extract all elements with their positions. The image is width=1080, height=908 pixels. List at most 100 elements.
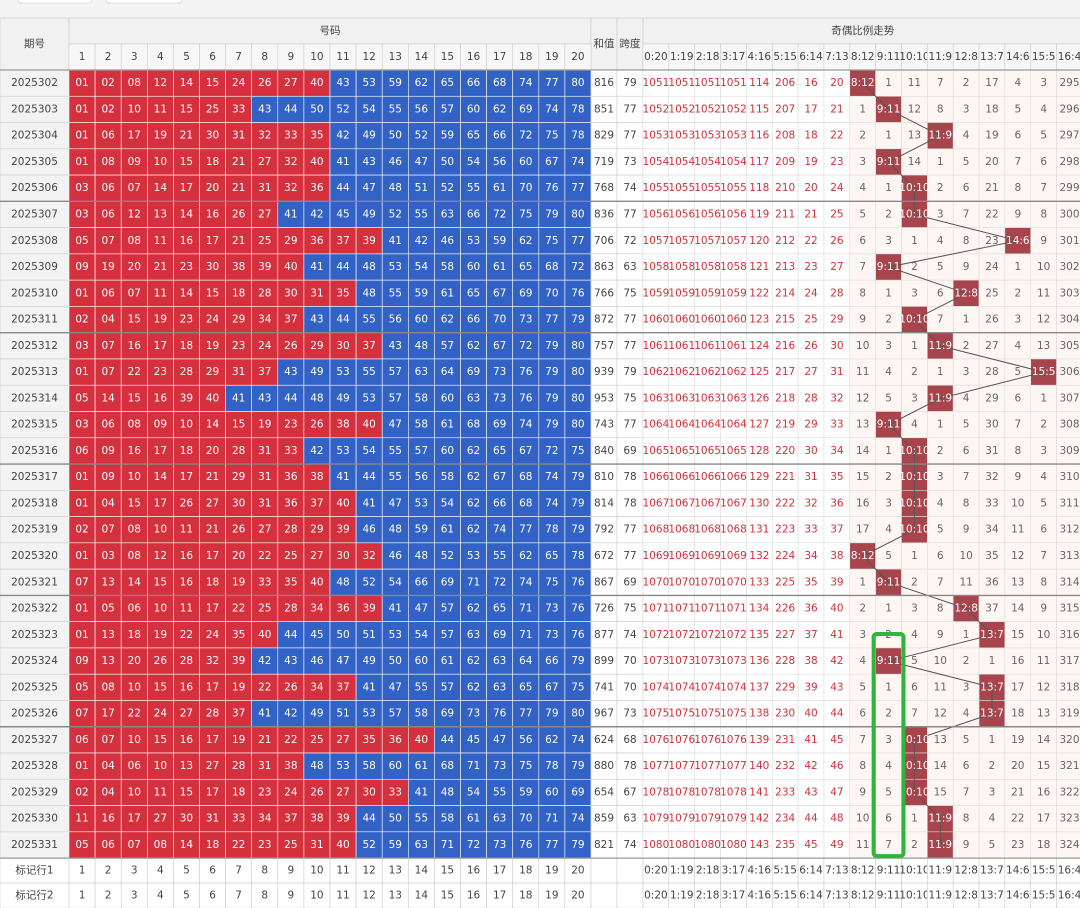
number: 67 xyxy=(493,287,506,299)
trend-value: 33 xyxy=(804,524,817,536)
trend-value: 46 xyxy=(830,760,844,772)
number: 68 xyxy=(519,471,532,483)
number: 09 xyxy=(75,655,88,667)
number-cell xyxy=(68,122,96,150)
number: 74 xyxy=(545,471,559,483)
trend-cell xyxy=(642,279,670,307)
trend-value: 1061 xyxy=(668,340,695,352)
number-cell xyxy=(329,69,357,97)
number: 44 xyxy=(336,261,350,273)
number: 28 xyxy=(232,445,245,457)
trend-value: 1058 xyxy=(720,261,747,273)
number: 26 xyxy=(180,497,194,509)
trend-value: 5 xyxy=(859,208,866,220)
trend-value: 25 xyxy=(985,287,998,299)
trend-value: 36 xyxy=(804,603,818,615)
trend-value: 42 xyxy=(804,760,817,772)
trend-cell xyxy=(978,306,1006,333)
footer-number: 7 xyxy=(235,865,242,877)
trend-value: 117 xyxy=(749,156,769,168)
period: 2025324 xyxy=(11,655,58,667)
footer-ratio: 14:6 xyxy=(1006,890,1030,902)
trend-value: 1073 xyxy=(720,655,747,667)
trend-value: 222 xyxy=(775,497,795,509)
trend-value: 7 xyxy=(911,708,918,720)
highlight-ratio: 9:11 xyxy=(877,576,901,588)
trend-value: 295 xyxy=(1060,77,1080,89)
number-col-label: 1 xyxy=(79,51,86,63)
number-cell xyxy=(434,306,461,333)
number: 43 xyxy=(362,156,375,168)
number: 40 xyxy=(206,392,219,404)
trend-value: 29 xyxy=(804,419,817,431)
number: 41 xyxy=(362,497,375,509)
trend-value: 320 xyxy=(1060,734,1080,746)
top-button[interactable] xyxy=(17,0,93,4)
number: 40 xyxy=(362,419,375,431)
number-cell xyxy=(199,253,226,281)
highlight-ratio: 13:7 xyxy=(980,708,1004,720)
number-cell xyxy=(407,279,435,307)
trend-value: 24 xyxy=(804,287,818,299)
number-cell xyxy=(486,174,514,202)
footer-ratio: 3:17 xyxy=(722,865,746,877)
number: 02 xyxy=(101,103,114,115)
number: 48 xyxy=(389,182,402,194)
number: 07 xyxy=(101,366,114,378)
footer-number: 2 xyxy=(105,890,112,902)
number: 06 xyxy=(101,839,115,851)
number-cell xyxy=(251,411,279,439)
trend-value: 18 xyxy=(1011,708,1024,720)
footer-number: 20 xyxy=(571,865,584,877)
number-cell xyxy=(564,122,592,150)
number: 50 xyxy=(389,130,402,142)
number: 38 xyxy=(284,760,297,772)
trend-value: 1051 xyxy=(668,77,695,89)
number: 65 xyxy=(493,445,506,457)
number: 77 xyxy=(545,314,558,326)
trend-value: 4 xyxy=(885,524,892,536)
trend-value: 1064 xyxy=(694,419,721,431)
number: 17 xyxy=(206,681,219,693)
top-button[interactable] xyxy=(105,0,183,4)
number: 28 xyxy=(284,603,297,615)
number: 03 xyxy=(75,340,88,352)
footer-cell xyxy=(616,857,644,884)
trend-value: 20 xyxy=(1011,760,1024,772)
number: 25 xyxy=(284,550,297,562)
trend-value: 10 xyxy=(1011,497,1024,509)
trend-value: 13 xyxy=(1037,340,1050,352)
trend-value: 1058 xyxy=(668,261,695,273)
number: 75 xyxy=(545,235,558,247)
footer-cell xyxy=(616,882,644,908)
number: 27 xyxy=(258,156,271,168)
trend-value: 1 xyxy=(885,77,892,89)
number: 26 xyxy=(284,340,298,352)
number: 76 xyxy=(571,576,585,588)
number: 41 xyxy=(389,603,402,615)
number: 46 xyxy=(310,655,324,667)
number: 13 xyxy=(154,208,167,220)
number: 74 xyxy=(571,813,585,825)
sum: 821 xyxy=(594,839,614,851)
trend-cell xyxy=(901,227,928,255)
sum-cell xyxy=(590,358,618,386)
sum: 899 xyxy=(594,655,614,667)
footer-number: 16 xyxy=(467,865,481,877)
number-cell xyxy=(120,253,148,281)
number: 56 xyxy=(389,314,403,326)
number: 52 xyxy=(336,103,349,115)
number: 35 xyxy=(232,629,245,641)
number: 69 xyxy=(467,366,480,378)
trend-value: 9 xyxy=(1014,471,1021,483)
number: 63 xyxy=(493,655,506,667)
number: 67 xyxy=(545,681,558,693)
highlight-ratio: 10:10 xyxy=(899,471,929,483)
footer-number: 11 xyxy=(336,890,349,902)
number: 60 xyxy=(519,156,532,168)
period-cell xyxy=(0,306,70,333)
number: 02 xyxy=(75,524,88,536)
span-cell xyxy=(616,306,644,333)
number: 42 xyxy=(310,445,323,457)
number: 35 xyxy=(310,130,323,142)
